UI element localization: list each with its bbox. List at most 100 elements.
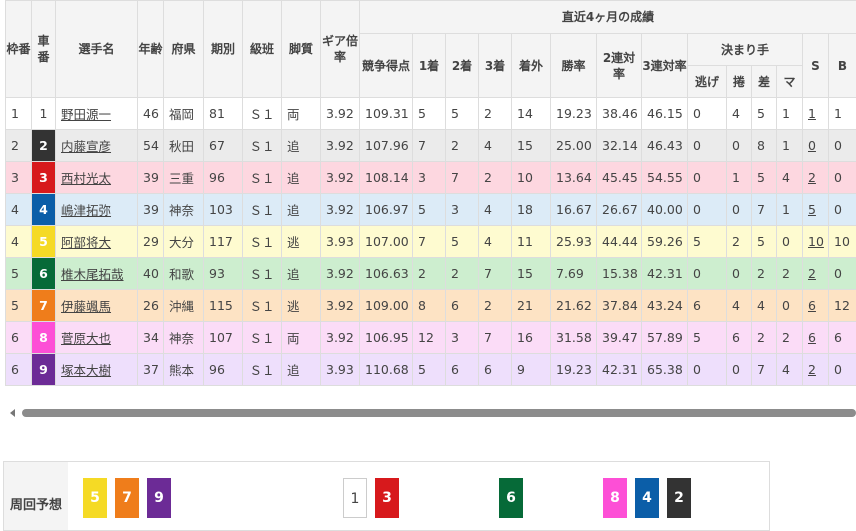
cell: 14 xyxy=(512,98,551,130)
cell: 伊藤颯馬 xyxy=(56,290,138,322)
cell: 3.92 xyxy=(321,98,360,130)
cell: 4 xyxy=(6,194,32,226)
cell: 逃 xyxy=(282,226,321,258)
rider-name-link[interactable]: 椎木尾拓哉 xyxy=(61,267,124,282)
cell: 26.67 xyxy=(597,194,642,226)
cell: 神奈 xyxy=(164,194,204,226)
col-term: 期別 xyxy=(204,1,243,98)
cell: 39.47 xyxy=(597,322,642,354)
col-waku: 枠番 xyxy=(6,1,32,98)
col-win: 勝率 xyxy=(551,34,597,98)
cell: 2 xyxy=(446,130,479,162)
col-class: 級班 xyxy=(243,1,282,98)
cell: 野田源一 xyxy=(56,98,138,130)
cell: 追 xyxy=(282,194,321,226)
cell: 46.15 xyxy=(642,98,688,130)
cell: 10 xyxy=(512,162,551,194)
cell: 菅原大也 xyxy=(56,322,138,354)
car-number-badge: 8 xyxy=(32,322,56,354)
cell: 3 xyxy=(446,194,479,226)
rider-name-link[interactable]: 塚本大樹 xyxy=(61,363,111,378)
cell: 16 xyxy=(512,322,551,354)
prediction-car-5: 5 xyxy=(83,478,107,518)
horizontal-scrollbar[interactable] xyxy=(8,408,856,418)
race-table-container: 枠番 車番 選手名 年齢 府県 期別 級班 脚質 ギア倍率 直近4ヶ月の成績 競… xyxy=(5,0,856,386)
cell: 2 xyxy=(727,226,752,258)
cell: 109.31 xyxy=(360,98,413,130)
cell: 7.69 xyxy=(551,258,597,290)
cell: 43.24 xyxy=(642,290,688,322)
cell: 15.38 xyxy=(597,258,642,290)
s-count-link[interactable]: 2 xyxy=(808,266,816,281)
cell: 0 xyxy=(727,130,752,162)
col-pref: 府県 xyxy=(164,1,204,98)
s-count-link[interactable]: 6 xyxy=(808,330,816,345)
col-out: 着外 xyxy=(512,34,551,98)
cell: 4 xyxy=(479,194,512,226)
s-count-link[interactable]: 10 xyxy=(808,234,824,249)
cell: 0 xyxy=(829,354,856,386)
s-count-link[interactable]: 2 xyxy=(808,170,816,185)
cell: 0 xyxy=(688,98,727,130)
cell: 46.43 xyxy=(642,130,688,162)
rider-name-link[interactable]: 菅原大也 xyxy=(61,331,111,346)
cell: 4 xyxy=(777,354,803,386)
col-recent: 直近4ヶ月の成績 xyxy=(360,1,856,34)
col-sashi: 差 xyxy=(752,66,777,98)
rider-name-link[interactable]: 内藤宣彦 xyxy=(61,139,111,154)
rider-name-link[interactable]: 阿部将大 xyxy=(61,235,111,250)
cell: 39 xyxy=(138,194,164,226)
race-entry-table: 枠番 車番 選手名 年齢 府県 期別 級班 脚質 ギア倍率 直近4ヶ月の成績 競… xyxy=(5,0,856,386)
s-count-link[interactable]: 2 xyxy=(808,362,816,377)
cell: 21.62 xyxy=(551,290,597,322)
rider-name-link[interactable]: 西村光太 xyxy=(61,171,111,186)
cell: 3.92 xyxy=(321,258,360,290)
cell: 15 xyxy=(512,130,551,162)
cell: 32.14 xyxy=(597,130,642,162)
cell: 4 xyxy=(479,226,512,258)
cell: Ｓ１ xyxy=(243,226,282,258)
cell: 2 xyxy=(479,290,512,322)
scrollbar-thumb[interactable] xyxy=(22,409,856,417)
cell: 10 xyxy=(829,226,856,258)
rider-name-link[interactable]: 野田源一 xyxy=(61,107,111,122)
car-number-badge: 6 xyxy=(32,258,56,290)
cell: 39 xyxy=(138,162,164,194)
cell: 2 xyxy=(803,258,829,290)
cell: 5 xyxy=(6,290,32,322)
s-count-link[interactable]: 1 xyxy=(808,106,816,121)
cell: 0 xyxy=(829,194,856,226)
cell: 18 xyxy=(512,194,551,226)
rider-name-link[interactable]: 嶋津拓弥 xyxy=(61,203,111,218)
cell: Ｓ１ xyxy=(243,258,282,290)
cell: 12 xyxy=(413,322,446,354)
cell: 45.45 xyxy=(597,162,642,194)
cell: 107 xyxy=(204,322,243,354)
car-number-badge: 1 xyxy=(32,98,56,130)
cell: 6 xyxy=(803,290,829,322)
scroll-left-arrow-icon[interactable] xyxy=(10,409,15,417)
col-style: 脚質 xyxy=(282,1,321,98)
cell: 5 xyxy=(413,354,446,386)
cell: 93 xyxy=(204,258,243,290)
cell: Ｓ１ xyxy=(243,354,282,386)
cell: 0 xyxy=(688,354,727,386)
s-count-link[interactable]: 6 xyxy=(808,298,816,313)
cell: 3.92 xyxy=(321,162,360,194)
cell: 2 xyxy=(803,354,829,386)
car-number-badge: 2 xyxy=(32,130,56,162)
prediction-car-2: 2 xyxy=(667,478,691,518)
col-s: S xyxy=(803,34,829,98)
cell: 0 xyxy=(829,130,856,162)
cell: 107.00 xyxy=(360,226,413,258)
cell: 103 xyxy=(204,194,243,226)
rider-name-link[interactable]: 伊藤颯馬 xyxy=(61,299,111,314)
s-count-link[interactable]: 0 xyxy=(808,138,816,153)
cell: 5 xyxy=(413,194,446,226)
s-count-link[interactable]: 5 xyxy=(808,202,816,217)
cell: 内藤宣彦 xyxy=(56,130,138,162)
cell: 29 xyxy=(138,226,164,258)
